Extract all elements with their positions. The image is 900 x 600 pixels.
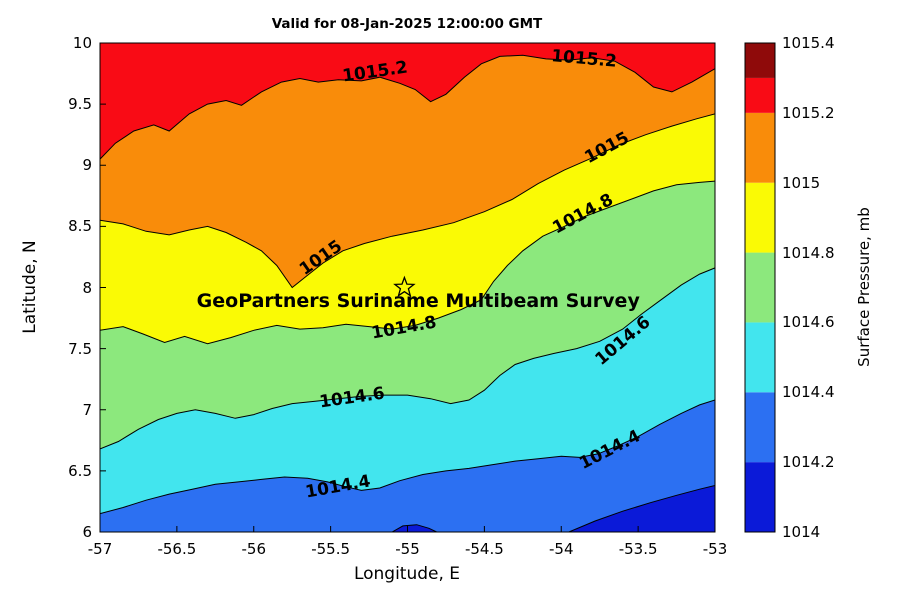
y-tick-label: 6	[82, 523, 92, 541]
star-marker	[393, 275, 416, 298]
y-tick-label: 8.5	[68, 217, 92, 236]
colorbar-segment	[745, 462, 775, 532]
colorbar-tick-label: 1015	[782, 173, 821, 192]
x-tick-label: -54.5	[464, 540, 504, 558]
band-below-1014.4	[100, 400, 715, 532]
colorbar-segment	[745, 43, 775, 78]
y-tick-label: 6.5	[68, 461, 92, 480]
x-tick-label: -56.5	[157, 540, 197, 558]
contour-fill-layer	[100, 43, 715, 532]
colorbar-tick-label: 1014.8	[782, 243, 835, 262]
x-tick-label: -55	[395, 540, 420, 558]
y-tick-label: 7.5	[68, 339, 92, 358]
figure-title: Valid for 08-Jan-2025 12:00:00 GMT	[271, 16, 543, 32]
contour-line-1015	[100, 113, 715, 289]
colorbar-segment	[745, 77, 775, 113]
colorbar-tick-label: 1014.4	[782, 383, 835, 402]
colorbar-tick-label: 1014	[782, 523, 821, 541]
contour-line-1014.8	[100, 180, 715, 345]
colorbar-tick-label: 1015.4	[782, 34, 835, 52]
colorbar-segment	[745, 392, 775, 463]
colorbar-border	[744, 42, 776, 533]
x-tick-label: -55.5	[311, 540, 351, 558]
contour-line-1014.4	[100, 399, 715, 515]
y-tick-label: 9.5	[68, 95, 92, 114]
colorbar-tick-label: 1014.2	[782, 453, 835, 472]
contour-line-1014.6	[100, 267, 715, 450]
y-tick-label: 9	[82, 156, 92, 175]
contour-line-1014.2	[391, 524, 437, 532]
y-tick-label: 10	[72, 34, 92, 52]
x-axis-label: Longitude, E	[353, 564, 461, 584]
contour-line-1014.2	[568, 485, 715, 532]
colorbar-tick-label: 1014.6	[782, 313, 835, 332]
x-tick-label: -53	[702, 540, 728, 558]
x-tick-label: -56	[241, 540, 267, 558]
x-tick-label: -54	[549, 540, 574, 558]
colorbar-segment	[745, 112, 775, 183]
y-tick-label: 8	[82, 278, 92, 297]
colorbar-label: Surface Pressure, mb	[855, 207, 873, 367]
region-1014.2	[568, 485, 715, 532]
colorbar-segment	[745, 252, 775, 323]
region-1014.2	[392, 524, 437, 532]
colorbar-tick-label: 1015.2	[782, 103, 835, 122]
x-tick-label: -57	[87, 540, 113, 558]
y-axis-label: Latitude, N	[20, 240, 40, 334]
x-tick-label: -53.5	[618, 540, 658, 558]
survey-annotation: GeoPartners Suriname Multibeam Survey	[196, 289, 640, 312]
contour-line-1015.2	[100, 54, 715, 160]
colorbar-segment	[745, 322, 775, 393]
colorbar-segment	[745, 182, 775, 253]
y-tick-label: 7	[82, 400, 92, 419]
